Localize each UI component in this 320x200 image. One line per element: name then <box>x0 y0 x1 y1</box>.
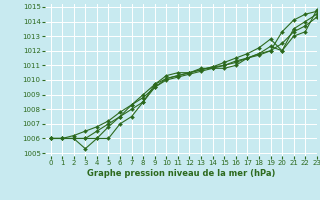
X-axis label: Graphe pression niveau de la mer (hPa): Graphe pression niveau de la mer (hPa) <box>87 169 275 178</box>
